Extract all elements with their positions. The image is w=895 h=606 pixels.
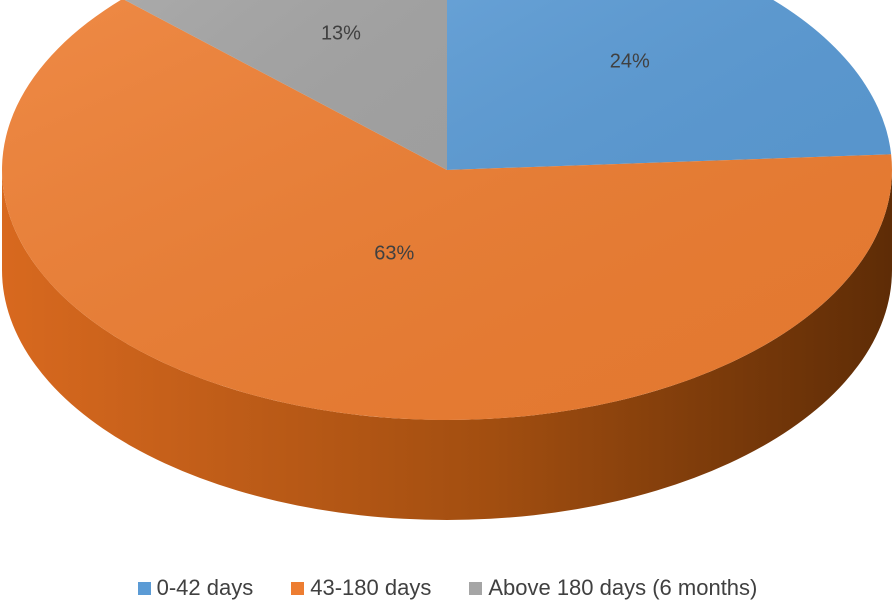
legend-swatch <box>291 581 305 595</box>
legend-label: Above 180 days (6 months) <box>488 575 758 600</box>
legend-item: 0-42 days <box>137 575 254 601</box>
legend-label: 0-42 days <box>156 575 254 600</box>
slice-data-label: 24% <box>610 51 650 73</box>
legend-item: 43-180 days <box>291 575 431 601</box>
slice-data-label: 63% <box>374 242 414 264</box>
slice-data-label: 13% <box>321 22 361 44</box>
pie-slice-highlight <box>124 0 447 170</box>
legend-item: Above 180 days (6 months) <box>469 575 757 601</box>
legend-label: 43-180 days <box>310 575 432 600</box>
pie-slice-highlight <box>447 0 892 170</box>
pie-slice-highlight <box>2 0 892 420</box>
pie-slice-side <box>2 170 892 520</box>
legend-swatch <box>137 581 151 595</box>
legend-swatch <box>469 581 483 595</box>
legend: 0-42 days 43-180 days Above 180 days (6 … <box>0 575 895 601</box>
